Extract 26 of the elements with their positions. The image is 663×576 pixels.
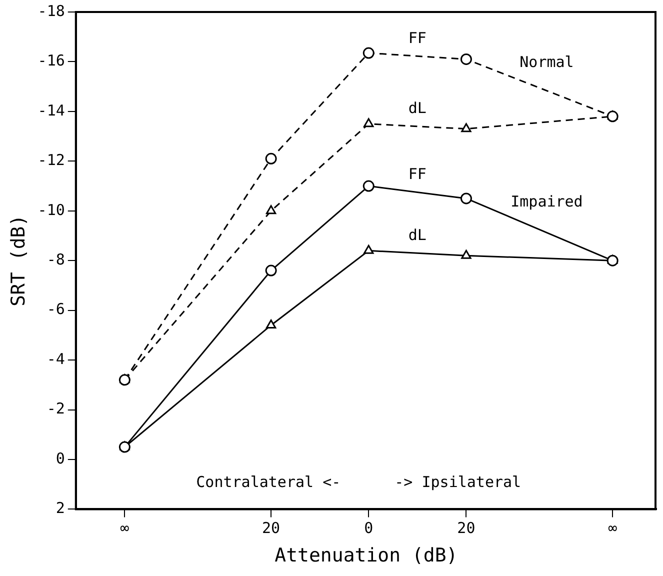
y-tick-label: -16 (38, 52, 65, 70)
y-tick-label: 2 (56, 499, 65, 518)
x-tick-label: 20 (457, 519, 476, 538)
series-label: FF (408, 165, 426, 184)
y-tick-label: -8 (46, 250, 65, 268)
y-tick-label: -2 (46, 400, 65, 418)
y-tick-label: -4 (46, 350, 65, 368)
y-tick-label: -18 (38, 2, 65, 20)
x-tick-label: 20 (262, 519, 280, 538)
series-label: FF (408, 29, 426, 48)
annotation: Contralateral <- (196, 473, 341, 492)
annotation: Impaired (510, 192, 583, 210)
y-tick-label: -12 (38, 151, 65, 170)
series-label: dL (408, 99, 426, 118)
x-tick-label: ∞ (120, 519, 130, 538)
y-tick-label: 0 (56, 449, 65, 468)
y-axis-title: SRT (dB) (7, 214, 30, 306)
annotation: -> Ipsilateral (394, 473, 522, 492)
x-tick-label: ∞ (608, 519, 618, 538)
y-tick-label: -6 (46, 300, 65, 318)
x-tick-label: 0 (364, 519, 374, 538)
annotation: Normal (520, 53, 574, 72)
y-tick-label: -14 (38, 101, 65, 120)
series-label: dL (408, 226, 426, 244)
x-axis-title: Attenuation (dB) (274, 544, 458, 567)
y-tick-label: -10 (38, 200, 65, 219)
